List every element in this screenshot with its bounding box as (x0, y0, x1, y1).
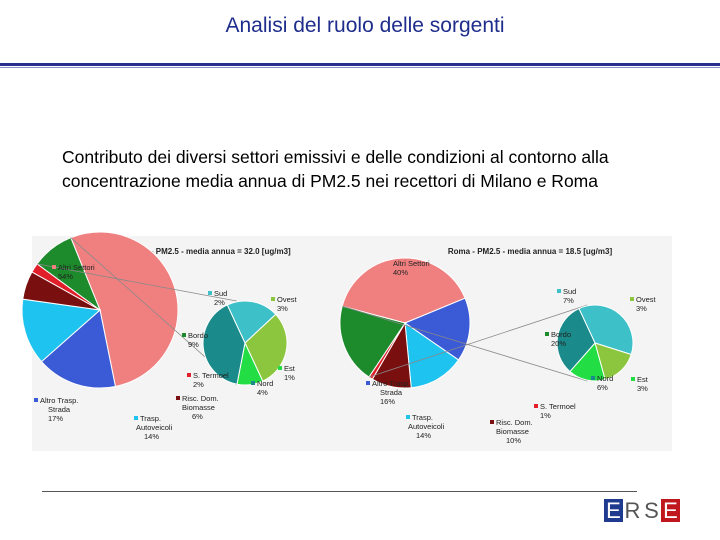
slice-altri-settori-value: 40% (393, 268, 408, 277)
sub-slice-est-value: 3% (637, 384, 648, 393)
slice-altri-settori-marker (52, 265, 56, 269)
sub-slice-ovest-value: 3% (636, 304, 647, 313)
slice-s-termoel-value: 2% (193, 380, 204, 389)
slice-altro-trasp-strada (40, 309, 117, 389)
sub-slice-nord (202, 304, 246, 385)
title-divider (0, 63, 720, 66)
pie-charts: Milano - PM2.5 - media annua = 32.0 [ug/… (21, 231, 672, 451)
slice-bordo-value: 9% (188, 340, 199, 349)
connector-line-top (37, 263, 237, 302)
slice-risc-dom-biomasse-marker (176, 396, 180, 400)
sub-slice-nord-value: 6% (597, 383, 608, 392)
slice-s-termoel-label: S. Termoel (540, 402, 576, 411)
sub-slice-sud-label: Sud (214, 289, 227, 298)
slice-s-termoel-marker (187, 373, 191, 377)
slice-altri-settori (70, 231, 179, 388)
description: Contributo dei diversi settori emissivi … (62, 145, 702, 193)
title-divider-thin (0, 67, 720, 68)
sub-slice-ovest-marker (271, 297, 275, 301)
sub-slice-nord (556, 307, 596, 373)
slice-altro-trasp-strada-label-line1: Altro Trasp. (40, 396, 78, 405)
slice-trasp-autoveicoli (21, 298, 102, 363)
slice-altri-settori (341, 257, 466, 324)
slice-trasp-autoveicoli-marker (134, 416, 138, 420)
sub-slice-nord-marker (251, 381, 255, 385)
sub-slice-nord-label: Nord (597, 374, 613, 383)
slice-altri-settori-value: 54% (58, 272, 73, 281)
footer-divider (42, 491, 637, 492)
slice-s-termoel-value: 1% (540, 411, 551, 420)
slice-altri-settori-label: Altri Settori (58, 263, 95, 272)
logo-letter-e1: E (604, 498, 623, 522)
connector-line-top (368, 304, 588, 378)
sub-slice-ovest-marker (630, 297, 634, 301)
chart-title: Roma - PM2.5 - media annua = 18.5 [ug/m3… (448, 247, 613, 256)
sub-slice-sud-value: 7% (563, 296, 574, 305)
slice-trasp-autoveicoli-label-line1: Trasp. (412, 413, 433, 422)
sub-slice-sud-label: Sud (563, 287, 576, 296)
slice-trasp-autoveicoli (404, 321, 460, 389)
slice-risc-dom-biomasse-value: 10% (506, 436, 521, 445)
slice-altri-settori-label: Altri Settori (393, 259, 430, 268)
slice-trasp-autoveicoli-label-line2: Autoveicoli (136, 423, 173, 432)
slice-risc-dom-biomasse-label-line2: Biomasse (182, 403, 215, 412)
slice-bordo-value: 20% (551, 339, 566, 348)
slice-risc-dom-biomasse-marker (490, 420, 494, 424)
sub-slice-est-marker (278, 366, 282, 370)
slice-risc-dom-biomasse-label-line1: Risc. Dom. (496, 418, 533, 427)
slice-altro-trasp-strada-label-line2: Strada (380, 388, 403, 397)
sub-slice-est-label: Est (284, 364, 296, 373)
slice-trasp-autoveicoli-label-line1: Trasp. (140, 414, 161, 423)
logo-letter-r: R (624, 497, 641, 523)
slice-trasp-autoveicoli-value: 14% (144, 432, 159, 441)
slice-trasp-autoveicoli-label-line2: Autoveicoli (408, 422, 445, 431)
slice-risc-dom-biomasse-label-line2: Biomasse (496, 427, 529, 436)
logo-letter-e2: E (661, 498, 680, 522)
slice-risc-dom-biomasse-value: 6% (192, 412, 203, 421)
sub-slice-sud-marker (557, 289, 561, 293)
sub-slice-ovest-label: Ovest (277, 295, 298, 304)
sub-slice-nord-marker (591, 376, 595, 380)
charts-area: Milano - PM2.5 - media annua = 32.0 [ug/… (0, 228, 720, 458)
slice-s-termoel-label: S. Termoel (193, 371, 229, 380)
slice-altro-trasp-strada-marker (366, 381, 370, 385)
connector-line-bottom (342, 305, 588, 382)
pie-chart-1: Milano - PM2.5 - media annua = 32.0 [ug/… (21, 231, 352, 451)
slide-title: Analisi del ruolo delle sorgenti (225, 14, 505, 37)
sub-slice-ovest-value: 3% (277, 304, 288, 313)
pie-chart-2: Roma - PM2.5 - media annua = 18.5 [ug/m3… (339, 236, 672, 451)
slice-altro-trasp-strada-marker (34, 398, 38, 402)
erse-logo: E R S E (604, 498, 680, 522)
sub-slice-nord-label: Nord (257, 379, 273, 388)
sub-slice-ovest-label: Ovest (636, 295, 657, 304)
slice-s-termoel-marker (534, 404, 538, 408)
description-line-2: concentrazione media annua di PM2.5 nei … (62, 171, 598, 191)
slice-risc-dom-biomasse-label-line1: Risc. Dom. (182, 394, 219, 403)
sub-slice-est-label: Est (637, 375, 649, 384)
sub-slice-sud (578, 304, 634, 356)
description-line-1: Contributo dei diversi settori emissivi … (62, 147, 609, 167)
sub-slice-sud-value: 2% (214, 298, 225, 307)
slice-trasp-autoveicoli-marker (406, 415, 410, 419)
slice-bordo-marker (182, 333, 186, 337)
sub-slice-est-value: 1% (284, 373, 295, 382)
slice-altro-trasp-strada-value: 16% (380, 397, 395, 406)
slice-altri-settori-marker (387, 261, 391, 265)
chart-title: Milano - PM2.5 - media annua = 32.0 [ug/… (123, 247, 291, 256)
slice-trasp-autoveicoli-value: 14% (416, 431, 431, 440)
sub-slice-est-marker (631, 377, 635, 381)
slice-bordo-label: Bordo (188, 331, 208, 340)
slice-altro-trasp-strada (403, 297, 471, 361)
slice-altro-trasp-strada-label-line2: Strada (48, 405, 71, 414)
slice-altro-trasp-strada-label-line1: Altro Trasp. (372, 379, 410, 388)
sub-slice-sud-marker (208, 291, 212, 295)
logo-letter-s: S (644, 497, 659, 523)
sub-slice-nord-value: 4% (257, 388, 268, 397)
sub-slice-sud (226, 300, 277, 344)
slice-bordo (339, 305, 406, 378)
slice-bordo-marker (545, 332, 549, 336)
slice-bordo-label: Bordo (551, 330, 571, 339)
slice-altro-trasp-strada-value: 17% (48, 414, 63, 423)
